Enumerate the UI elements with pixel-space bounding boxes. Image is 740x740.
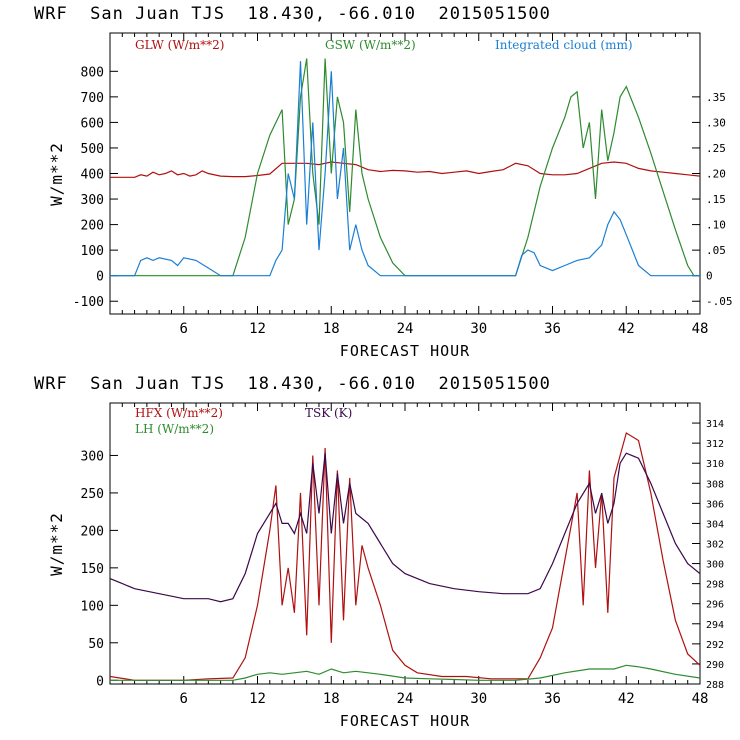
bottom-legend-label-3: TSK (K) [305, 406, 352, 420]
bottom-y2-tick-label: 308 [706, 479, 724, 490]
bottom-series-line-2 [110, 664, 700, 681]
bottom-x-tick-label: 6 [180, 691, 188, 707]
bottom-y-tick-label: 50 [88, 637, 104, 652]
top-y2-tick-label: .35 [706, 91, 726, 104]
bottom-y2-tick-label: 314 [706, 419, 724, 430]
top-y-axis-label: W/m**2 [47, 142, 66, 206]
bottom-x-tick-label: 42 [618, 691, 635, 707]
top-legend-label-3: Integrated cloud (mm) [495, 38, 633, 52]
top-y-tick-label: -100 [73, 295, 104, 310]
top-y-tick-label: 800 [81, 65, 104, 80]
bottom-x-tick-label: 30 [470, 691, 487, 707]
top-legend-label-1: GLW (W/m**2) [135, 38, 224, 52]
top-y-tick-label: 0 [96, 270, 104, 285]
bottom-y2-tick-label: 304 [706, 519, 724, 530]
bottom-series-line-1 [110, 432, 700, 681]
top-x-tick-label: 6 [180, 321, 188, 337]
top-y2-tick-label: .30 [706, 116, 726, 129]
top-y2-tick-label: .05 [706, 244, 726, 257]
bottom-y2-tick-label: 302 [706, 540, 724, 551]
bottom-y2-tick-label: 312 [706, 439, 724, 450]
bottom-y2-tick-label: 298 [706, 580, 724, 591]
top-y-tick-label: 600 [81, 116, 104, 131]
top-y-tick-label: 400 [81, 168, 104, 183]
bottom-x-tick-label: 12 [249, 691, 266, 707]
bottom-x-tick-label: 18 [323, 691, 340, 707]
top-y2-tick-label: .25 [706, 142, 726, 155]
bottom-y2-tick-label: 310 [706, 459, 724, 470]
top-legend-label-2: GSW (W/m**2) [325, 38, 416, 52]
top-y2-tick-label: .15 [706, 193, 726, 206]
bottom-y2-tick-label: 300 [706, 560, 724, 571]
bottom-y-tick-label: 250 [81, 487, 104, 502]
top-y-tick-label: 300 [81, 193, 104, 208]
top-y2-tick-label: .10 [706, 219, 726, 232]
top-y-tick-label: 500 [81, 142, 104, 157]
bottom-x-tick-label: 24 [397, 691, 414, 707]
bottom-y-tick-label: 300 [81, 449, 104, 464]
top-chart: 6 12 18 24 30 36 42 48 -100 0 100 200 300 400 500 600 70… [47, 32, 733, 360]
bottom-y-axis-label: W/m**2 [47, 512, 66, 576]
top-x-tick-label: 36 [544, 321, 561, 337]
top-x-tick-label: 48 [692, 321, 709, 337]
top-series-line-2 [110, 58, 700, 277]
top-x-tick-label: 18 [323, 321, 340, 337]
top-series-line-1 [110, 161, 700, 178]
bottom-y-tick-label: 200 [81, 524, 104, 539]
top-x-tick-label: 42 [618, 321, 635, 337]
bottom-y2-tick-label: 288 [706, 680, 724, 691]
top-y2-tick-label: .20 [706, 168, 726, 181]
top-x-tick-label: 24 [397, 321, 414, 337]
top-x-axis-label: FORECAST HOUR [340, 342, 470, 360]
bottom-chart: 6 12 18 24 30 36 42 48 0 50 100 150 200 250 300 288 290 2… [47, 402, 724, 730]
bottom-y2-tick-label: 290 [706, 660, 724, 671]
bottom-y-tick-label: 0 [96, 674, 104, 689]
bottom-y2-tick-label: 306 [706, 499, 724, 510]
top-y2-tick-label: 0 [706, 270, 713, 283]
bottom-series-line-3 [110, 452, 700, 603]
bottom-x-tick-label: 36 [544, 691, 561, 707]
top-chart-title: WRF San Juan TJS 18.430, -66.010 2015051… [34, 4, 551, 24]
top-y2-tick-label: -.05 [706, 295, 733, 308]
bottom-y-tick-label: 100 [81, 599, 104, 614]
bottom-y2-tick-label: 292 [706, 640, 724, 651]
top-x-tick-label: 30 [470, 321, 487, 337]
top-y-tick-label: 700 [81, 91, 104, 106]
top-y-tick-label: 200 [81, 219, 104, 234]
bottom-legend-label-2: LH (W/m**2) [135, 422, 214, 436]
top-x-tick-label: 12 [249, 321, 266, 337]
bottom-x-axis-label: FORECAST HOUR [340, 712, 470, 730]
bottom-x-tick-label: 48 [692, 691, 709, 707]
bottom-chart-title: WRF San Juan TJS 18.430, -66.010 2015051… [34, 374, 551, 394]
bottom-y2-tick-label: 296 [706, 600, 724, 611]
bottom-y-tick-label: 150 [81, 562, 104, 577]
top-y-tick-label: 100 [81, 244, 104, 259]
bottom-legend-label-1: HFX (W/m**2) [135, 406, 223, 420]
top-series-line-3 [110, 61, 700, 277]
bottom-y2-tick-label: 294 [706, 620, 724, 631]
